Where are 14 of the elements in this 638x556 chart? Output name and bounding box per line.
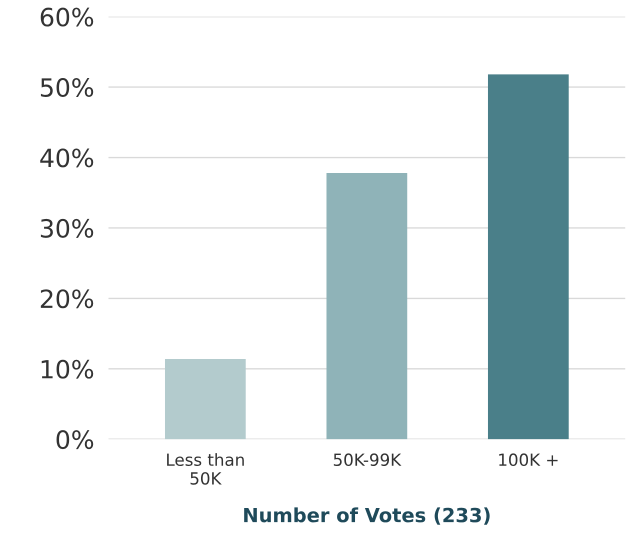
y-tick-label: 50% xyxy=(40,78,94,97)
x-axis-title: Number of Votes (233) xyxy=(244,507,490,525)
y-tick-label: 60% xyxy=(40,8,94,27)
y-tick-label: 0% xyxy=(56,430,94,450)
y-tick-label: 40% xyxy=(40,148,94,168)
y-tick-label: 10% xyxy=(42,360,94,379)
y-tick-label: 20% xyxy=(40,289,94,308)
bar xyxy=(488,74,569,440)
x-tick-label: Less than 50K xyxy=(167,453,244,485)
x-tick-label: 50K-99K xyxy=(334,453,402,466)
bar xyxy=(164,358,246,440)
x-tick-label: 100K + xyxy=(499,453,558,466)
bar xyxy=(326,173,408,440)
y-tick-label: 30% xyxy=(40,218,94,238)
